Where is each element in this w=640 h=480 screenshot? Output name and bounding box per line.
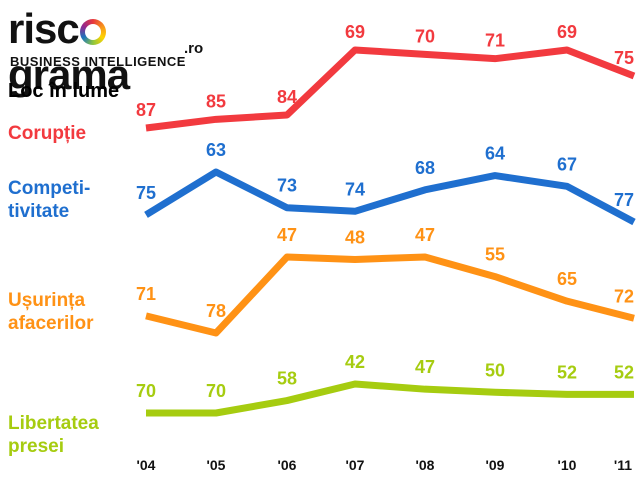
data-label: 73 <box>277 176 297 196</box>
x-tick-label: '04 <box>137 457 156 473</box>
data-label: 70 <box>136 381 156 401</box>
x-tick-label: '06 <box>278 457 297 473</box>
data-label: 50 <box>485 360 505 380</box>
series-label: Ușurința afacerilor <box>8 289 94 335</box>
data-label: 75 <box>614 48 634 68</box>
data-label: 47 <box>277 225 297 245</box>
data-label: 47 <box>415 225 435 245</box>
data-label: 69 <box>345 22 365 42</box>
x-tick-label: '09 <box>486 457 505 473</box>
series-label-line: Competi- <box>8 178 91 199</box>
data-label: 63 <box>206 140 226 160</box>
logo-domain: .ro <box>184 40 204 57</box>
series-line-1 <box>144 168 636 226</box>
x-tick-label: '07 <box>346 457 365 473</box>
data-label: 68 <box>415 158 435 178</box>
data-label: 75 <box>136 183 156 203</box>
series-label-line: afacerilor <box>8 313 94 334</box>
data-label: 85 <box>206 91 226 111</box>
logo-tagline: BUSINESS INTELLIGENCE <box>10 54 186 69</box>
x-tick-label: '05 <box>207 457 226 473</box>
data-label: 77 <box>614 190 634 210</box>
series-label-line: Libertatea <box>8 413 99 434</box>
x-tick-label: '10 <box>558 457 577 473</box>
logo-wordmark: riscgrama <box>8 5 130 98</box>
x-tick-label: '08 <box>416 457 435 473</box>
data-label: 70 <box>415 26 435 46</box>
data-label: 69 <box>557 22 577 42</box>
data-label: 87 <box>136 100 156 120</box>
series-line-2 <box>145 253 635 337</box>
data-label: 58 <box>277 369 297 389</box>
data-label: 71 <box>485 31 505 51</box>
series-label-line: presei <box>8 436 64 457</box>
data-label: 52 <box>557 362 577 382</box>
series-label: Libertatea presei <box>8 412 99 458</box>
data-label: 67 <box>557 154 577 174</box>
logo: riscgrama .ro BUSINESS INTELLIGENCE <box>8 6 218 98</box>
data-label: 48 <box>345 227 365 247</box>
series-label-line: tivitate <box>8 201 70 222</box>
data-label: 70 <box>206 381 226 401</box>
series-line-3 <box>146 380 634 417</box>
series-label-line: Corupție <box>8 123 87 144</box>
series-label: Competi-tivitate <box>8 177 90 223</box>
data-label: 74 <box>345 179 365 199</box>
data-label: 42 <box>345 352 365 372</box>
chart-subtitle: Loc în lume <box>8 80 120 102</box>
series-label: Corupție <box>8 122 86 145</box>
data-label: 78 <box>206 301 226 321</box>
series-label-line: Ușurința <box>8 290 86 311</box>
logo-ring-icon <box>80 19 106 45</box>
series-line-0 <box>145 46 636 132</box>
data-label: 72 <box>614 286 634 306</box>
data-label: 71 <box>136 284 156 304</box>
data-label: 52 <box>614 362 634 382</box>
data-label: 64 <box>485 144 505 164</box>
data-label: 84 <box>277 87 297 107</box>
data-label: 65 <box>557 269 577 289</box>
data-label: 55 <box>485 245 505 265</box>
x-tick-label: '11 <box>614 457 632 473</box>
data-label: 47 <box>415 357 435 377</box>
